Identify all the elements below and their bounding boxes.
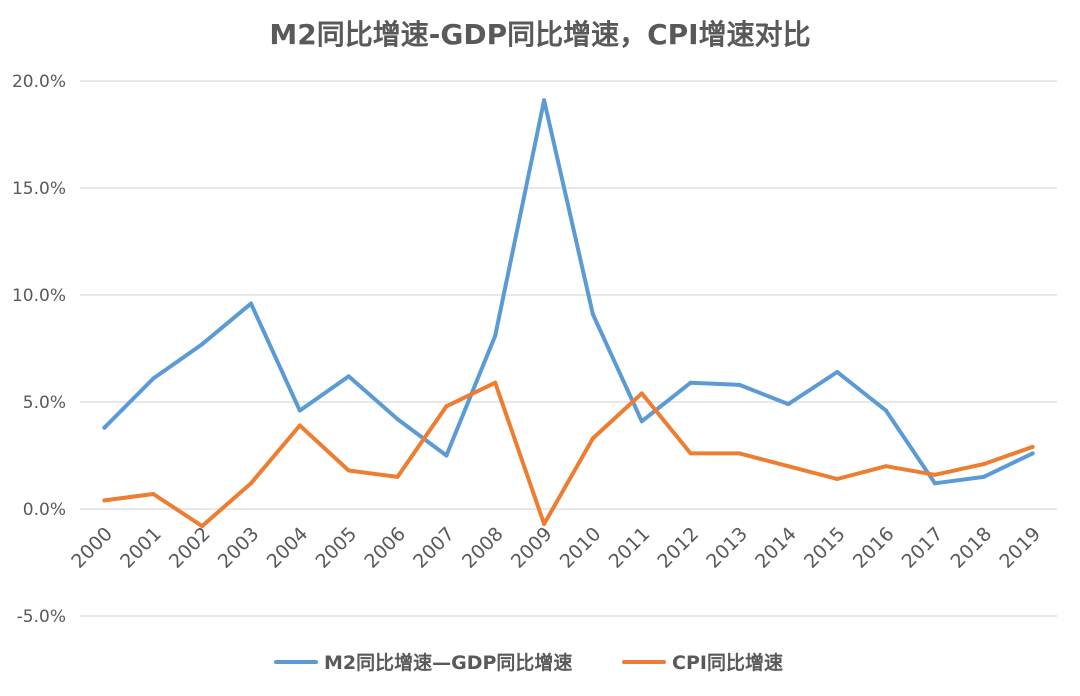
data-point (297, 408, 302, 413)
data-point (151, 376, 156, 381)
x-tick-label: 2001 (116, 523, 166, 573)
x-tick-label: 2000 (67, 523, 117, 573)
data-point (297, 423, 302, 428)
x-tick-label: 2005 (311, 523, 361, 573)
x-tick-label: 2007 (409, 523, 459, 573)
data-point (248, 301, 253, 306)
x-tick-label: 2017 (898, 523, 948, 573)
x-tick-label: 2019 (995, 523, 1045, 573)
data-point (981, 474, 986, 479)
series-line-1 (102, 98, 1035, 486)
x-tick-label: 2016 (849, 523, 899, 573)
data-point (932, 472, 937, 477)
x-tick-label: 2004 (263, 523, 313, 573)
data-point (835, 477, 840, 482)
data-point (590, 436, 595, 441)
x-tick-label: 2012 (653, 523, 703, 573)
x-tick-label: 2014 (751, 523, 801, 573)
data-point (200, 524, 205, 529)
data-point (688, 380, 693, 385)
data-point (542, 98, 547, 103)
data-point (444, 453, 449, 458)
data-point (102, 498, 107, 503)
data-point (151, 492, 156, 497)
x-tick-label: 2018 (947, 523, 997, 573)
data-point (639, 419, 644, 424)
series-lines (102, 98, 1035, 529)
data-point (444, 404, 449, 409)
x-tick-label: 2015 (800, 523, 850, 573)
data-point (395, 474, 400, 479)
data-point (737, 451, 742, 456)
data-point (248, 481, 253, 486)
y-tick-label: 5.0% (23, 393, 66, 413)
y-tick-label: 20.0% (12, 72, 66, 92)
x-tick-label: 2011 (605, 523, 655, 573)
series-line-2 (102, 380, 1035, 529)
legend-label: CPI同比增速 (672, 651, 783, 674)
data-point (346, 468, 351, 473)
data-point (542, 521, 547, 526)
data-point (835, 370, 840, 375)
data-point (884, 408, 889, 413)
data-point (737, 382, 742, 387)
data-point (200, 342, 205, 347)
x-tick-label: 2008 (458, 523, 508, 573)
x-axis-ticks: 2000 2001 2002 2003 2004 2005 2006 2007 2008 2009… (67, 523, 1045, 573)
data-point (639, 391, 644, 396)
data-point (884, 464, 889, 469)
data-point (1030, 451, 1035, 456)
chart-title: M2同比增速-GDP同比增速，CPI增速对比 (269, 18, 810, 51)
data-point (493, 333, 498, 338)
data-point (102, 425, 107, 430)
legend-label: M2同比增速—GDP同比增速 (324, 651, 572, 674)
data-point (981, 462, 986, 467)
grid (80, 80, 1057, 617)
y-axis-ticks: 20.0% 15.0% 10.0% 5.0% 0.0% -5.0% (12, 72, 66, 627)
data-point (932, 481, 937, 486)
data-point (1030, 444, 1035, 449)
y-tick-label: -5.0% (17, 607, 66, 627)
data-point (786, 464, 791, 469)
y-tick-label: 10.0% (12, 286, 66, 306)
data-point (688, 451, 693, 456)
x-tick-label: 2010 (556, 523, 606, 573)
data-point (590, 312, 595, 317)
y-tick-label: 0.0% (23, 500, 66, 520)
x-tick-label: 2002 (165, 523, 215, 573)
legend: M2同比增速—GDP同比增速 CPI同比增速 (274, 651, 783, 674)
x-tick-label: 2003 (214, 523, 264, 573)
data-point (493, 380, 498, 385)
x-tick-label: 2013 (702, 523, 752, 573)
y-tick-label: 15.0% (12, 179, 66, 199)
data-point (786, 402, 791, 407)
x-tick-label: 2006 (360, 523, 410, 573)
x-tick-label: 2009 (507, 523, 557, 573)
data-point (395, 417, 400, 422)
data-point (346, 374, 351, 379)
